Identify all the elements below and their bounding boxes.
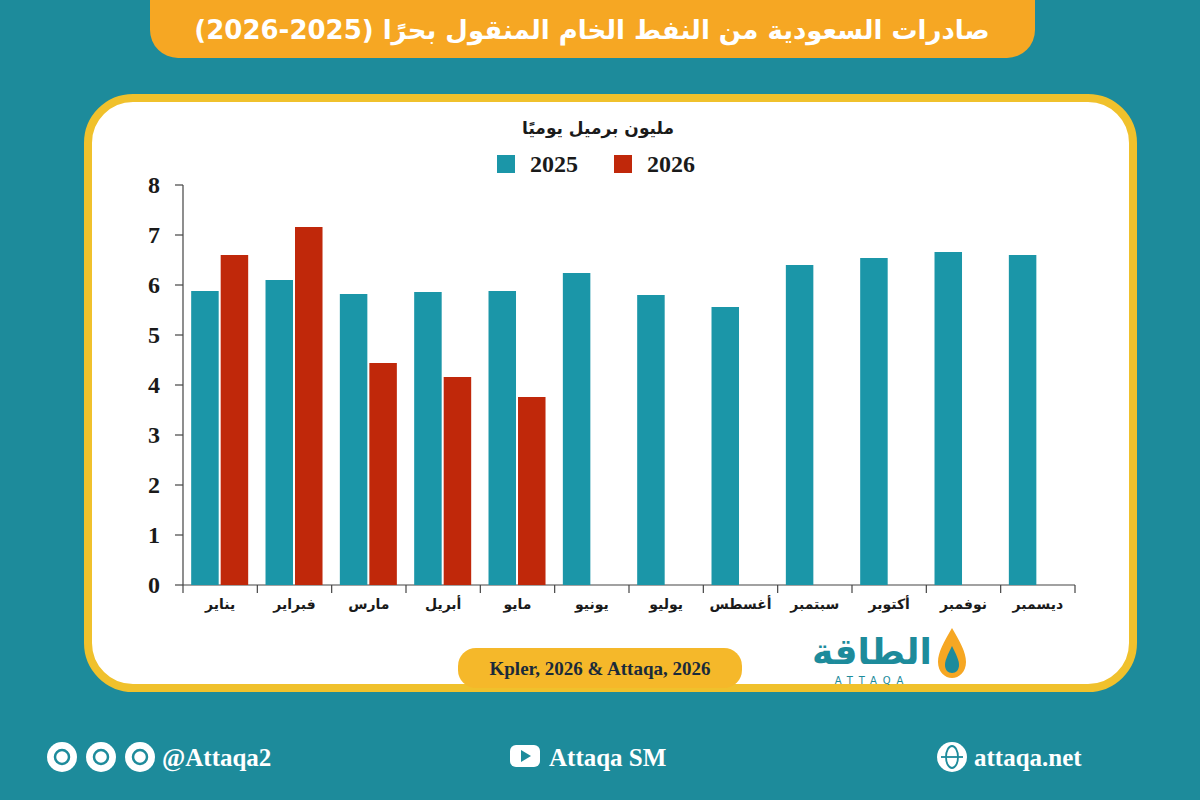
x-tick-label: نوفمبر [939, 596, 987, 613]
legend-label: 2026 [647, 151, 695, 177]
y-tick [175, 234, 183, 235]
x-tick-label: فبراير [272, 596, 315, 613]
social-icon [125, 742, 155, 772]
x-tick-label: يناير [204, 596, 235, 613]
y-tick [175, 584, 183, 585]
x-tick-label: مارس [348, 596, 389, 612]
x-tick-label: أكتوبر [867, 595, 909, 613]
bar [191, 291, 219, 585]
chart-root: صادرات السعودية من النفط الخام المنقول ب… [0, 0, 1200, 800]
source-box [458, 648, 742, 688]
x-tick-label: يونيو [574, 596, 609, 613]
y-tick [175, 184, 183, 185]
x-tick-label: سبتمبر [789, 596, 839, 613]
y-tick-label: 6 [148, 272, 160, 298]
x-tick [777, 585, 778, 593]
web-icon [937, 742, 967, 772]
logo: الطاقة [812, 631, 932, 672]
bar [637, 295, 665, 585]
bar [712, 307, 740, 585]
x-tick [182, 585, 183, 593]
y-tick [175, 284, 183, 285]
social-handle: @Attaqa2 [162, 744, 271, 772]
bar [786, 265, 814, 585]
bar [266, 280, 294, 585]
legend-swatch [497, 155, 515, 173]
youtube-icon-play [521, 750, 531, 762]
social-icon-mark [133, 750, 147, 764]
youtube-handle: Attaqa SM [549, 744, 666, 771]
y-tick-label: 4 [148, 372, 160, 398]
panel [88, 98, 1133, 688]
bars [191, 227, 1036, 585]
y-tick [175, 434, 183, 435]
title-box [150, 0, 1035, 58]
youtube-icon [510, 745, 540, 767]
y-tick [175, 384, 183, 385]
logo-drop-inner [945, 646, 959, 673]
bar [444, 377, 472, 585]
web-icon-line [941, 756, 963, 758]
background [0, 0, 1200, 800]
bar [295, 227, 323, 585]
y-tick-label: 8 [148, 172, 160, 198]
bar [860, 258, 888, 585]
social-icon [47, 742, 77, 772]
bar [221, 255, 249, 585]
bar [518, 397, 546, 585]
bar [489, 291, 517, 585]
y-tick-label: 5 [148, 322, 160, 348]
x-tick [1074, 585, 1075, 593]
y-axis-title: مليون برميل يوميًا [522, 118, 674, 139]
x-tick [703, 585, 704, 593]
x-tick-label: مايو [503, 596, 532, 613]
bar [414, 292, 442, 585]
y-tick [175, 534, 183, 535]
x-tick [331, 585, 332, 593]
x-tick [257, 585, 258, 593]
y-tick [175, 484, 183, 485]
source: Kpler, 2026 & Attaqa, 2026 [490, 658, 711, 679]
bar [1009, 255, 1037, 585]
x-tick [851, 585, 852, 593]
x-tick [1000, 585, 1001, 593]
x-tick [405, 585, 406, 593]
x-tick [926, 585, 927, 593]
website: attaqa.net [974, 744, 1082, 771]
legend-swatch [614, 155, 632, 173]
social-icon-mark [94, 750, 108, 764]
social-icon [86, 742, 116, 772]
y-tick-label: 0 [148, 572, 160, 598]
x-tick-label: أبريل [425, 595, 462, 613]
y-tick-label: 7 [148, 222, 160, 248]
x-tick-label: ديسمبر [1012, 596, 1064, 613]
x-tick-label: أغسطس [709, 595, 771, 612]
y-tick-label: 2 [148, 472, 160, 498]
bar [935, 252, 963, 585]
social-icon-mark [55, 750, 69, 764]
title: صادرات السعودية من النفط الخام المنقول ب… [194, 15, 989, 46]
bar [563, 273, 591, 585]
y-tick-label: 1 [148, 522, 160, 548]
logo-latin: ATTAQA [835, 675, 910, 686]
x-tick [628, 585, 629, 593]
y-tick-label: 3 [148, 422, 160, 448]
bar [369, 363, 397, 585]
x-tick-label: يوليو [648, 596, 683, 613]
x-tick [480, 585, 481, 593]
legend-label: 2025 [530, 151, 578, 177]
y-tick [175, 334, 183, 335]
x-tick [554, 585, 555, 593]
bar [340, 294, 368, 585]
logo-drop [938, 628, 966, 678]
